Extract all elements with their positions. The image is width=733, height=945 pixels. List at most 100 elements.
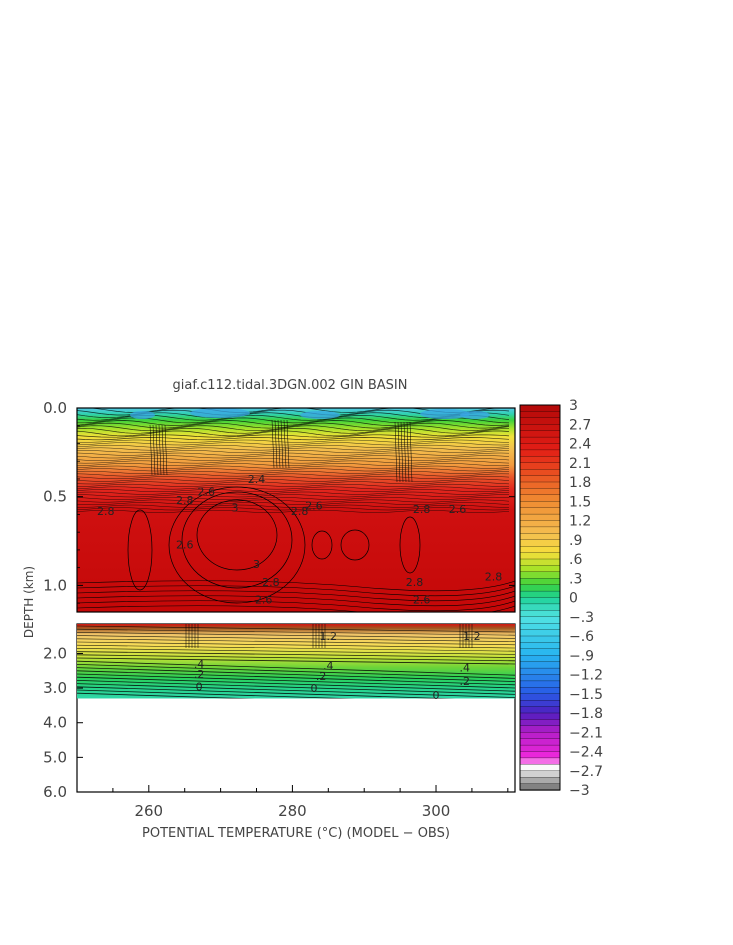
contour-line: [164, 424, 168, 476]
colorbar-band: [519, 629, 561, 637]
colorbar-band: [519, 443, 561, 451]
colorbar-label: 2.7: [569, 417, 591, 433]
colorbar-band: [519, 469, 561, 477]
contour-line: [77, 590, 515, 602]
contour-line: [77, 689, 355, 699]
x-tick-label: 300: [422, 802, 451, 820]
lower-panel-contours: [77, 624, 515, 699]
contour-line: [77, 657, 515, 665]
colorbar-band: [519, 520, 561, 528]
colorbar-label: 2.4: [569, 437, 591, 453]
contour-line: [158, 424, 162, 476]
contour-label: 0: [433, 689, 440, 702]
colorbar-band: [519, 693, 561, 701]
contour-loop: [311, 530, 333, 560]
y-tick-label: 2.0: [43, 644, 67, 662]
contour-loop: [196, 499, 278, 571]
contour-line: [77, 683, 515, 698]
upper-panel-frame: [76, 407, 516, 613]
contour-line: [77, 478, 510, 482]
contour-line: [161, 424, 165, 476]
colorbar-band: [519, 584, 561, 592]
contour-label: 2.6: [255, 594, 273, 607]
colorbar-label: −2.1: [569, 725, 603, 741]
contour-line: [409, 421, 413, 483]
colorbar-band: [519, 751, 561, 759]
contour-line: [271, 419, 275, 469]
colorbar-band: [519, 533, 561, 541]
y-tick-label: 6.0: [43, 783, 67, 801]
contour-label: 2.6: [305, 500, 323, 513]
contour-line: [77, 437, 510, 441]
colorbar-band: [519, 565, 561, 573]
contour-line: [77, 452, 510, 456]
contour-line: [283, 419, 287, 469]
colorbar-band: [519, 712, 561, 721]
contour-line: [77, 676, 515, 692]
upper-panel: [76, 407, 516, 613]
colorbar-band: [519, 436, 561, 445]
surface-anomaly: [420, 409, 470, 419]
contour-label: 2.8: [406, 576, 424, 589]
colorbar-band: [519, 578, 561, 586]
contour-line: [77, 483, 509, 487]
contour-line: [77, 686, 455, 699]
colorbar-label: .9: [569, 533, 582, 549]
surface-anomaly: [190, 408, 250, 418]
contour-label: 2.8: [262, 576, 280, 589]
lower-panel: [76, 623, 516, 793]
contour-line: [77, 664, 515, 679]
colorbar-label: −.6: [569, 629, 594, 645]
colorbar-band: [519, 539, 561, 547]
contour-line: [77, 507, 510, 511]
contour-label: 1.2: [463, 630, 481, 643]
colorbar-band: [519, 700, 561, 708]
colorbar-label: −2.7: [569, 764, 603, 780]
contour-label: 0: [196, 680, 203, 693]
colorbar: 3 2.7 2.4 2.1 1.8 1.5 1.2 .9 .6 .3 0 −.3 −.6 −.9 −1.2 −…: [519, 398, 603, 799]
colorbar-band: [519, 674, 561, 682]
contour-line: [77, 667, 515, 682]
colorbar-band: [519, 481, 561, 490]
colorbar-label: −3: [569, 783, 590, 799]
contour-line: [77, 489, 510, 493]
contour-label: 2.6: [449, 503, 467, 516]
colorbar-band: [519, 706, 561, 714]
colorbar-band: [519, 783, 561, 791]
contour-label: 2.8: [291, 505, 309, 518]
contour-line: [400, 421, 404, 483]
contour-line: [77, 628, 515, 636]
contour-line: [77, 509, 510, 513]
contour-label: 1.2: [320, 630, 338, 643]
contour-label: .2: [194, 668, 205, 681]
contour-line: [152, 424, 156, 476]
colorbar-band: [519, 642, 561, 650]
y-tick-label: 4.0: [43, 714, 67, 732]
contour-line: [77, 420, 510, 426]
colorbar-band: [519, 680, 561, 688]
contour-line: [77, 680, 515, 695]
contour-label: .4: [459, 661, 470, 674]
contour-line: [77, 605, 515, 612]
contour-line: [77, 491, 510, 495]
contour-line: [77, 447, 510, 451]
upper-panel-contours: [77, 408, 515, 612]
contour-loop: [127, 509, 153, 591]
colorbar-band: [519, 462, 561, 470]
contour-line: [77, 494, 509, 498]
surface-anomaly: [460, 411, 490, 419]
contour-line: [77, 625, 515, 633]
contour-line: [77, 632, 515, 639]
contour-line: [77, 470, 510, 474]
y-tick-label: 5.0: [43, 748, 67, 766]
colorbar-label: −1.8: [569, 706, 603, 722]
contour-label: .2: [459, 675, 470, 688]
contour-line: [77, 648, 515, 655]
contour-line: [77, 476, 510, 480]
contour-line: [77, 580, 515, 592]
contour-line: [77, 638, 515, 646]
colorbar-label: −.9: [569, 648, 594, 664]
colorbar-band: [519, 732, 561, 740]
colorbar-band: [519, 687, 561, 695]
colorbar-band: [519, 603, 561, 611]
